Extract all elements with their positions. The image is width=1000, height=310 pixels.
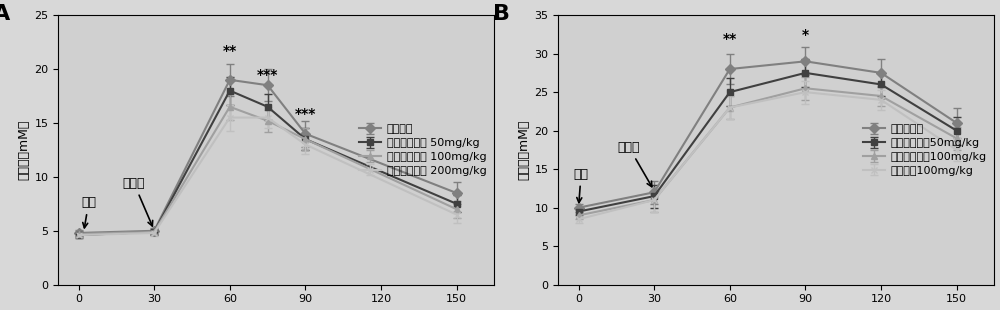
Text: **: ** xyxy=(723,32,737,46)
Text: ***: *** xyxy=(257,68,278,82)
Text: B: B xyxy=(493,4,510,24)
Text: 葡萄糖: 葡萄糖 xyxy=(123,177,153,226)
Text: A: A xyxy=(0,4,10,24)
Text: **: ** xyxy=(223,44,237,58)
Text: *: * xyxy=(802,28,809,42)
Legend: 正常对照, 本发明化合物 50mg/kg, 本发明化合物 100mg/kg, 本发明化合物 200mg/kg: 正常对照, 本发明化合物 50mg/kg, 本发明化合物 100mg/kg, 本… xyxy=(357,122,489,178)
Y-axis label: 血糖值（mM）: 血糖值（mM） xyxy=(17,120,30,180)
Y-axis label: 血糖值（mM）: 血糖值（mM） xyxy=(517,120,530,180)
Text: ***: *** xyxy=(295,107,316,121)
Text: 给药: 给药 xyxy=(574,168,589,203)
Legend: 糖尿病对照, 本发明化合甀50mg/kg, 本发明化合物100mg/kg, 西他列汀100mg/kg: 糖尿病对照, 本发明化合甀50mg/kg, 本发明化合物100mg/kg, 西他… xyxy=(861,122,989,178)
Text: 葡萄糖: 葡萄糖 xyxy=(618,141,652,187)
Text: 给药: 给药 xyxy=(81,196,96,228)
